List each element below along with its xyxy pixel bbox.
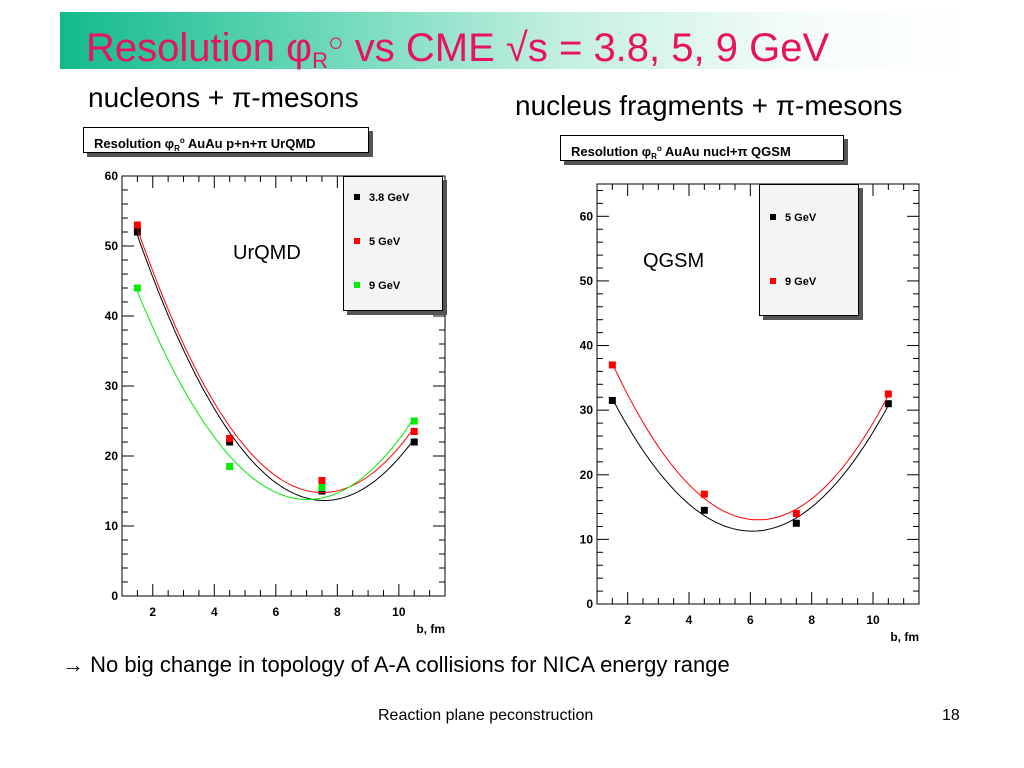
x-axis-label: b, fm <box>416 622 445 636</box>
conclusion-text: → No big change in topology of A-A colli… <box>62 652 730 677</box>
model-label-urqmd: UrQMD <box>233 242 301 264</box>
data-point <box>133 284 141 292</box>
x-tick-label: 10 <box>866 613 880 627</box>
x-tick-label: 10 <box>392 605 406 619</box>
slide-title: Resolution φR○ vs CME √s = 3.8, 5, 9 GeV <box>86 26 830 73</box>
y-tick-label: 20 <box>105 449 119 463</box>
data-point <box>608 396 616 404</box>
x-tick-label: 6 <box>747 613 754 627</box>
subtitle-left: nucleons + π-mesons <box>88 82 359 113</box>
fit-curve <box>136 234 415 502</box>
subtitle-right: nucleus fragments + π-mesons <box>515 90 903 121</box>
fit-curve <box>611 363 889 521</box>
x-tick-label: 4 <box>211 605 218 619</box>
page-number: 18 <box>942 707 960 724</box>
y-tick-label: 0 <box>111 589 118 603</box>
x-tick-label: 4 <box>686 613 693 627</box>
fit-curve <box>136 228 415 494</box>
legend-entry: 5 GeV <box>770 212 816 224</box>
data-point <box>133 221 141 229</box>
data-point <box>226 435 234 442</box>
y-tick-label: 20 <box>580 468 594 482</box>
footer-text: Reaction plane peconstruction <box>378 707 594 724</box>
legend-marker <box>770 278 776 284</box>
legend-entry: 9 GeV <box>354 280 400 292</box>
data-point <box>318 477 326 484</box>
y-tick-label: 50 <box>105 239 119 253</box>
legend-qgsm: 5 GeV 9 GeV <box>759 184 859 316</box>
y-tick-label: 10 <box>105 519 119 533</box>
legend-entry: 5 GeV <box>354 236 400 248</box>
legend-marker <box>354 194 360 200</box>
legend-marker <box>770 214 776 220</box>
fit-curve <box>136 291 415 501</box>
plot-frame <box>596 183 920 605</box>
data-point <box>792 519 800 527</box>
y-tick-label: 60 <box>105 169 119 183</box>
x-tick-label: 2 <box>149 605 156 619</box>
hist-title-qgsm: Resolution φRo AuAu nucl+π QGSM <box>560 135 844 161</box>
legend-marker <box>354 238 360 244</box>
data-point <box>792 510 800 518</box>
x-tick-label: 6 <box>272 605 279 619</box>
y-tick-label: 40 <box>580 339 594 353</box>
data-point <box>410 428 418 435</box>
y-tick-label: 50 <box>580 274 594 288</box>
y-tick-label: 30 <box>105 379 119 393</box>
legend-marker <box>354 282 360 288</box>
hist-title-urqmd: Resolution φRo AuAu p+n+π UrQMD <box>83 127 369 153</box>
y-tick-label: 30 <box>580 403 594 417</box>
data-point <box>133 228 141 236</box>
data-point <box>318 484 326 491</box>
x-tick-label: 8 <box>808 613 815 627</box>
data-point <box>700 490 708 498</box>
model-label-qgsm: QGSM <box>643 250 705 272</box>
legend-urqmd: 3.8 GeV 5 GeV 9 GeV <box>343 176 443 311</box>
x-axis-label: b, fm <box>890 630 919 644</box>
data-point <box>884 400 892 408</box>
fit-curve <box>611 398 889 532</box>
title-bar <box>60 12 978 69</box>
data-point <box>608 361 616 369</box>
x-tick-label: 8 <box>334 605 341 619</box>
legend-entry: 3.8 GeV <box>354 192 409 204</box>
data-point <box>410 417 418 425</box>
legend-entry: 9 GeV <box>770 276 816 288</box>
data-point <box>410 438 418 446</box>
y-tick-label: 40 <box>105 309 119 323</box>
data-point <box>700 506 708 514</box>
y-tick-label: 0 <box>586 597 593 611</box>
data-point <box>226 463 234 470</box>
data-point <box>884 390 892 398</box>
y-tick-label: 60 <box>580 209 594 223</box>
y-tick-label: 10 <box>580 532 594 546</box>
x-tick-label: 2 <box>624 613 631 627</box>
